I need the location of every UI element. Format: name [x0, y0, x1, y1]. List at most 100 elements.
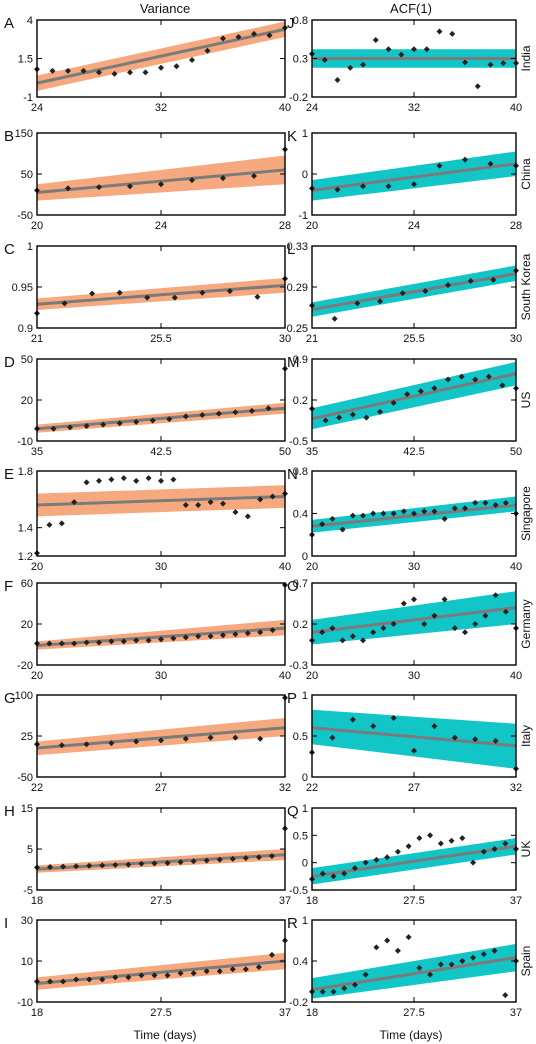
data-point	[251, 173, 257, 180]
data-point	[360, 512, 366, 519]
data-point	[189, 57, 195, 64]
data-point	[127, 69, 133, 76]
panel-g: -50 25 100 22 27 32 G	[4, 690, 291, 794]
data-point	[467, 277, 474, 284]
country-label: Italy	[519, 725, 533, 747]
country-label: Spain	[519, 946, 533, 977]
y-tick-label: 0.95	[12, 282, 33, 294]
data-point	[73, 863, 80, 870]
x-tick-label: 20	[31, 561, 43, 573]
data-point	[400, 508, 407, 515]
data-point	[195, 502, 202, 508]
y-tick-label: 1	[302, 803, 308, 815]
data-point	[492, 592, 499, 599]
data-point	[360, 183, 366, 190]
country-label: US	[519, 392, 533, 409]
data-point	[360, 637, 366, 644]
data-point	[138, 972, 145, 979]
panel-k: -1 0 1 20 24 28 K China	[287, 128, 533, 232]
data-point	[207, 633, 214, 640]
data-point	[405, 934, 412, 941]
data-point	[502, 992, 509, 999]
x-tick-label: 27.5	[403, 895, 424, 907]
data-point	[229, 855, 236, 862]
data-point	[232, 509, 239, 516]
y-tick-label: 150	[15, 128, 33, 140]
data-point	[462, 156, 468, 163]
data-point	[108, 476, 115, 483]
y-tick-label: 50	[21, 169, 33, 181]
y-tick-label: 0.8	[293, 466, 308, 478]
data-point	[46, 640, 53, 647]
data-point	[108, 638, 115, 645]
data-point	[363, 414, 370, 421]
data-point	[390, 399, 397, 406]
data-point	[268, 951, 275, 958]
data-point	[96, 184, 102, 191]
data-point	[421, 621, 428, 627]
panel-letter: O	[287, 578, 299, 595]
data-point	[116, 289, 123, 296]
data-point	[257, 629, 264, 636]
data-point	[108, 740, 115, 747]
x-tick-label: 50	[510, 446, 522, 458]
y-tick-label: 1.5	[18, 54, 33, 66]
data-point	[319, 521, 326, 528]
x-tick-label: 21	[306, 333, 318, 345]
data-point	[394, 947, 401, 954]
y-tick-label: 0	[302, 858, 308, 870]
y-tick-label: 1.8	[18, 466, 33, 478]
x-tick-label: 40	[510, 670, 522, 682]
x-tick-label: 30	[510, 333, 522, 345]
y-tick-label: 30	[21, 915, 33, 927]
data-point	[190, 858, 197, 865]
data-point	[248, 407, 255, 414]
data-point	[405, 843, 412, 850]
data-point	[251, 30, 257, 37]
data-point	[417, 388, 424, 395]
data-point	[390, 714, 397, 721]
x-tick-label: 40	[510, 561, 522, 573]
data-point	[451, 734, 458, 741]
data-point	[83, 422, 90, 429]
y-tick-label: 0.4	[293, 956, 308, 968]
data-point	[242, 966, 249, 973]
data-point	[394, 848, 401, 855]
data-point	[436, 28, 443, 35]
data-point	[151, 972, 158, 979]
data-point	[449, 30, 456, 37]
panel-q: -0.5 0 0.5 1 18 27.5 37 Q UK	[287, 803, 533, 907]
panel-letter: K	[287, 128, 297, 145]
data-point	[99, 862, 106, 869]
data-point	[451, 505, 458, 512]
data-point	[341, 870, 348, 877]
panel-letter: B	[4, 128, 14, 145]
x-tick-label: 27	[155, 782, 167, 794]
y-tick-label: 0.4	[293, 509, 308, 521]
data-point	[73, 976, 80, 983]
data-point	[65, 185, 71, 192]
data-point	[485, 373, 492, 380]
x-axis-label-right: Time (days)	[380, 1028, 443, 1042]
data-point	[362, 859, 369, 866]
x-tick-label: 22	[306, 782, 318, 794]
y-tick-label: 0.7	[293, 578, 308, 590]
data-point	[158, 477, 164, 484]
panel-d: -10 20 50 35 42.5 50 D	[4, 354, 291, 458]
data-point	[349, 716, 356, 723]
y-tick-label: -50	[17, 772, 33, 784]
data-point	[492, 737, 499, 744]
data-point	[199, 289, 206, 296]
trend-line	[36, 406, 286, 431]
data-point	[491, 947, 498, 954]
data-point	[474, 83, 481, 90]
y-tick-label: 1	[27, 241, 33, 253]
data-point	[441, 515, 448, 522]
data-point	[329, 734, 336, 741]
data-point	[336, 414, 343, 421]
data-point	[244, 630, 251, 637]
trend-line	[36, 495, 286, 507]
data-point	[360, 61, 366, 68]
data-point	[339, 526, 346, 533]
